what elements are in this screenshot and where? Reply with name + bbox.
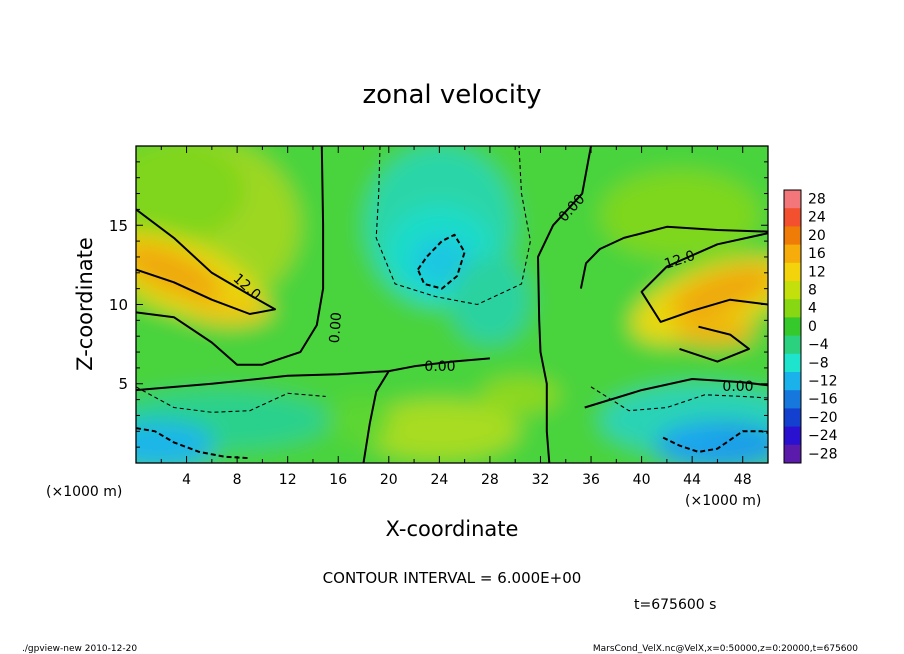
colorbar-label: −28 [808,446,838,462]
x-tick-label: 32 [532,472,550,488]
x-tick-label: 4 [182,472,191,488]
contour-line [584,378,768,409]
colorbar-swatch [784,190,801,209]
x-tick-label: 48 [734,472,752,488]
colorbar-swatch [784,244,801,264]
colorbar-swatch [784,408,801,428]
colorbar-swatch [784,226,801,246]
colorbar-label: −8 [808,355,829,371]
velocity-field [136,146,768,463]
x-tick-label: 28 [481,472,499,488]
x-axis: 4 8 12 16 20 24 28 32 36 40 44 48 (×1000… [182,472,761,541]
colorbar-swatch [784,317,801,337]
contour-line [679,325,750,363]
colorbar-swatch [784,426,801,446]
x-tick-label: 16 [329,472,347,488]
contour-line [136,357,490,392]
footer-right: MarsCond_VelX.nc@VelX,x=0:50000,z=0:2000… [593,644,858,654]
z-tick-label: 10 [109,296,128,314]
colorbar-label: 28 [808,192,826,208]
contour-line [136,208,276,315]
colorbar-label: 12 [808,264,826,280]
contour-line [640,232,768,323]
contour-interval-note: CONTOUR INTERVAL = 6.000E+00 [323,569,582,587]
colorbar-swatch [784,353,801,373]
colorbar-label: −20 [808,410,838,426]
x-axis-title: X-coordinate [386,517,519,541]
axis-ticks [135,145,769,464]
colorbar-swatch [784,372,801,391]
colorbar-label: 0 [808,319,817,335]
z-axis: 5 10 15 (×1000 m) Z-coordinate [46,217,128,500]
colorbar-label: −12 [808,374,838,390]
z-unit-label: (×1000 m) [46,484,122,500]
contour-line [579,225,768,289]
chart-title: zonal velocity [362,80,541,110]
colorbar-swatch [784,299,801,318]
z-axis-title: Z-coordinate [73,237,97,371]
colorbar-swatch [784,208,801,227]
colorbar-swatch [784,390,801,409]
plot-area: 12.0 0.00 0.00 0.00 0.00 12.0 [136,146,768,463]
z-tick-label: 5 [118,375,128,393]
colorbar-labels: 28 24 20 16 12 8 4 0 −4 −8 −12 −16 −20 −… [808,192,838,463]
colorbar-label: 4 [808,301,817,317]
colorbar-label: −4 [808,337,829,353]
x-tick-label: 40 [633,472,651,488]
colorbar-label: 20 [808,228,826,244]
footer-left: ./gpview-new 2010-12-20 [22,644,137,654]
x-tick-label: 20 [380,472,398,488]
contour-lines [136,146,768,463]
colorbar-swatch [784,281,801,300]
contour-line [662,430,768,453]
colorbar-label: −16 [808,392,838,408]
contour-label: 0.00 [327,312,345,344]
time-stamp: t=675600 s [634,597,716,613]
contour-line [537,146,592,463]
contour-label: 0.00 [424,359,455,375]
contour-line [416,233,466,290]
colorbar-frame [783,189,802,464]
z-tick-label: 15 [109,217,128,235]
colorbar-label: 24 [808,210,826,226]
contour-line [375,146,531,306]
contour-line [362,370,390,463]
x-tick-label: 24 [430,472,448,488]
x-tick-label: 44 [683,472,701,488]
x-unit-label: (×1000 m) [685,493,761,509]
x-tick-label: 36 [582,472,600,488]
colorbar-swatch [784,444,801,464]
contour-label: 0.00 [722,379,753,395]
colorbar-swatch [784,335,801,355]
colorbar-label: 16 [808,246,826,262]
contour-line [136,386,326,413]
contour-line [136,427,250,460]
contour-line [590,386,768,412]
colorbar-swatch [784,262,801,282]
colorbar-label: 8 [808,283,817,299]
x-tick-label: 8 [233,472,242,488]
colorbar: 28 24 20 16 12 8 4 0 −4 −8 −12 −16 −20 −… [783,189,838,464]
colorbar-label: −24 [808,428,838,444]
colorbar-swatches [784,190,801,464]
contour-line [136,146,325,366]
x-tick-label: 12 [279,472,297,488]
